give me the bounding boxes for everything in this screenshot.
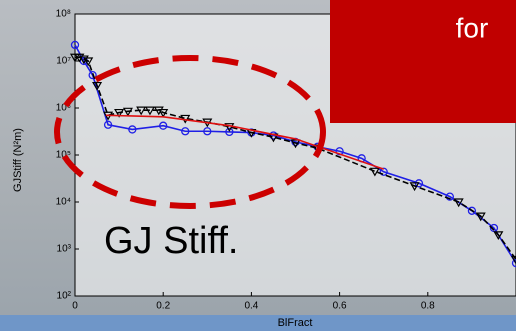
series-line	[105, 114, 384, 170]
annotation: GJ Stiff.	[104, 220, 238, 262]
point	[290, 139, 301, 149]
y-tick-label: 10²	[57, 291, 72, 302]
point	[136, 106, 147, 116]
point	[493, 231, 504, 241]
point	[144, 106, 156, 116]
point	[475, 212, 486, 222]
point	[103, 120, 113, 129]
point	[510, 255, 516, 265]
y-tick-label: 10³	[57, 244, 72, 255]
point	[369, 167, 380, 177]
y-tick-label: 10⁶	[56, 103, 71, 114]
x-axis-label: BlFract	[278, 317, 313, 329]
x-tick-label: 0.2	[156, 301, 170, 312]
point	[70, 40, 80, 50]
x-tick-label: 0.8	[421, 301, 435, 312]
y-tick-label: 10⁸	[56, 9, 71, 20]
point	[92, 81, 103, 91]
point	[78, 55, 89, 65]
highlight-box	[330, 0, 516, 123]
point	[83, 57, 94, 67]
point	[224, 123, 235, 132]
x-tick-label: 0.4	[244, 301, 258, 312]
point	[114, 108, 125, 118]
point	[511, 258, 516, 268]
x-tick-label: 0	[72, 301, 78, 312]
series-line	[75, 56, 516, 260]
point	[225, 127, 234, 137]
point	[128, 125, 137, 134]
point	[453, 198, 464, 208]
point	[409, 182, 420, 192]
y-axis-label: GJStiff (N²m)	[12, 128, 24, 192]
x-tick-label: 0.6	[333, 301, 347, 312]
annotation: for	[456, 12, 489, 43]
point	[158, 108, 169, 118]
series-line	[74, 44, 516, 264]
y-tick-label: 10⁴	[56, 197, 71, 208]
point	[203, 127, 212, 136]
point	[153, 106, 164, 116]
point	[445, 192, 455, 201]
point	[467, 206, 477, 215]
highlight-ellipse	[54, 55, 326, 209]
y-tick-label: 10⁷	[56, 56, 71, 67]
point	[122, 107, 133, 117]
point	[159, 121, 168, 130]
y-tick-label: 10⁵	[56, 150, 71, 161]
point	[181, 127, 190, 136]
point	[379, 167, 388, 176]
point	[88, 70, 97, 80]
footer-band	[0, 315, 516, 331]
